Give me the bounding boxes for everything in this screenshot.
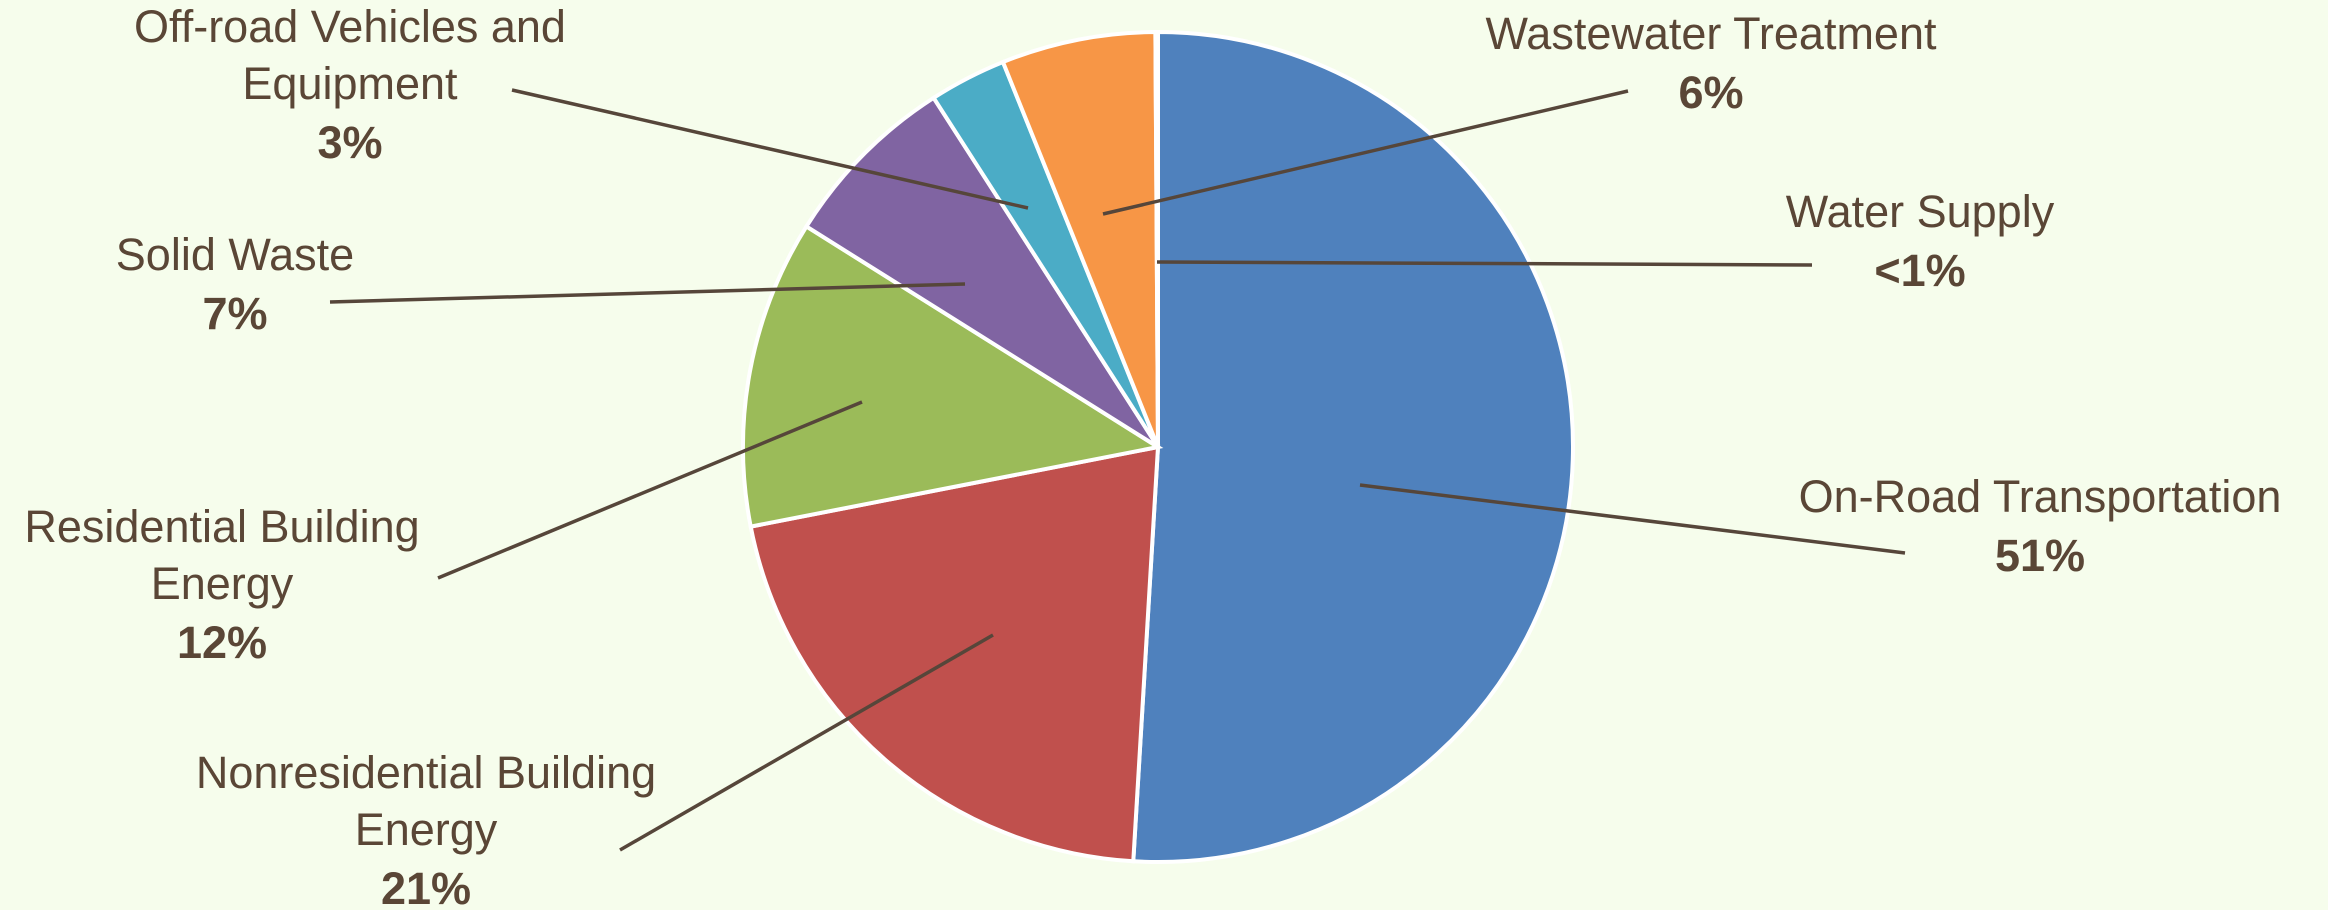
leader-line	[511, 88, 1029, 210]
slice-label-name: Wastewater Treatment	[1486, 8, 1937, 59]
slice-label-name: Water Supply	[1786, 186, 2055, 237]
leader-lines	[329, 88, 1906, 852]
slice-label-percent: <1%	[1874, 245, 1965, 296]
leader-line	[1156, 260, 1813, 267]
pie-slice-wastewater-treatment	[1000, 29, 1160, 448]
slice-label-name: Energy	[151, 558, 294, 609]
slice-label: On-Road Transportation 51%	[1799, 471, 2282, 581]
slice-label: Solid Waste 7%	[116, 229, 354, 339]
slice-label-name: On-Road Transportation	[1799, 471, 2282, 522]
slice-label-percent: 51%	[1995, 530, 2085, 581]
pie-slice-residential-building-energy	[741, 223, 1164, 529]
slice-label: Residential Building Energy 12%	[24, 501, 419, 668]
slice-labels: On-Road Transportation 51% Nonresidential …	[24, 1, 2281, 910]
leader-line	[619, 633, 994, 852]
pie-slice-nonresidential-building-energy	[748, 444, 1161, 864]
slice-label-name: Off-road Vehicles and	[134, 1, 566, 52]
slice-label-percent: 7%	[202, 288, 267, 339]
slice-label-name: Energy	[355, 804, 498, 855]
pie-slices	[741, 29, 1575, 864]
leader-line	[1102, 89, 1629, 216]
slice-label: Off-road Vehicles and Equipment 3%	[134, 1, 566, 168]
leader-line	[1359, 483, 1906, 555]
slice-label-name: Nonresidential Building	[196, 747, 656, 798]
leader-line	[329, 282, 966, 304]
slice-label-name: Equipment	[242, 58, 458, 109]
leader-line	[437, 400, 863, 580]
slice-label-name: Residential Building	[24, 501, 419, 552]
pie-slice-solid-waste	[803, 95, 1160, 449]
slice-label-percent: 6%	[1678, 67, 1743, 118]
slice-label: Nonresidential Building Energy 21%	[196, 747, 656, 910]
slice-label: Wastewater Treatment 6%	[1486, 8, 1937, 118]
pie-slice-on-road-transportation	[1131, 29, 1575, 864]
slice-label-name: Solid Waste	[116, 229, 354, 280]
slice-label-percent: 12%	[177, 617, 267, 668]
pie-slice-water-supply	[1153, 29, 1160, 448]
slice-label-percent: 3%	[317, 117, 382, 168]
slice-label: Water Supply <1%	[1786, 186, 2055, 296]
slice-label-percent: 21%	[381, 863, 471, 910]
